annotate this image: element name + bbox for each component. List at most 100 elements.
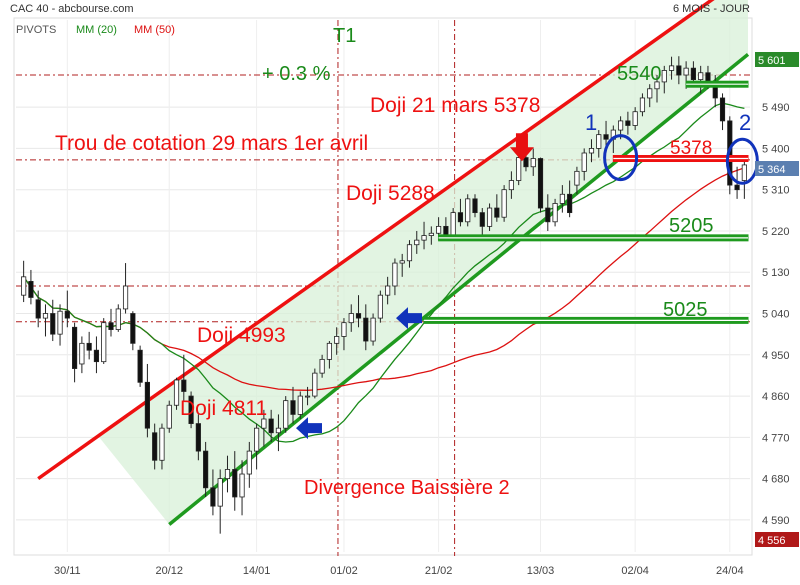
price-low-box xyxy=(755,532,799,547)
candle-body xyxy=(334,336,340,344)
candle-body xyxy=(93,349,100,363)
blue-arrow-doji-4993 xyxy=(396,307,422,330)
candle-body xyxy=(21,276,27,296)
candle-body xyxy=(195,423,201,452)
chart-title: CAC 40 - abcbourse.com xyxy=(10,3,134,15)
candle-body xyxy=(559,193,565,204)
candle-body xyxy=(406,244,413,262)
candle-body xyxy=(64,310,70,319)
candle-body xyxy=(101,322,107,363)
period-label: 6 MOIS - JOUR xyxy=(673,3,750,15)
y-tick-label: 5 310 xyxy=(762,185,790,197)
y-tick-label: 5 490 xyxy=(762,102,790,114)
candle-body xyxy=(86,342,92,351)
candle-body xyxy=(283,400,289,429)
price-last-box xyxy=(755,161,799,176)
candle-body xyxy=(166,404,172,429)
candle-body xyxy=(465,198,471,223)
candle-body xyxy=(676,65,682,76)
candle-body xyxy=(741,164,747,181)
candle-body xyxy=(552,203,558,223)
candle-body xyxy=(399,260,405,264)
candle-body xyxy=(363,317,369,342)
candle-body xyxy=(567,193,573,214)
price-high-box xyxy=(755,52,799,67)
y-tick-label: 5 220 xyxy=(762,226,790,238)
channel-lower-line xyxy=(168,52,750,526)
candle-body xyxy=(122,285,129,310)
x-tick-label: 14/01 xyxy=(243,565,271,577)
x-tick-label: 20/12 xyxy=(155,565,183,577)
legend-pivots: PIVOTS xyxy=(16,24,56,36)
candle-body xyxy=(130,313,136,344)
candle-body xyxy=(414,239,420,246)
candle-body xyxy=(668,65,675,71)
legend-mm20: MM (20) xyxy=(76,24,117,36)
x-tick-label: 01/02 xyxy=(330,565,358,577)
candle-body xyxy=(647,88,653,99)
y-tick-label: 5 040 xyxy=(762,309,790,321)
candle-body xyxy=(494,207,500,218)
candle-body xyxy=(35,299,41,319)
y-tick-label: 4 770 xyxy=(762,432,790,444)
candle-body xyxy=(530,158,536,168)
candle-body xyxy=(224,469,231,480)
x-tick-label: 24/04 xyxy=(716,565,744,577)
candle-body xyxy=(108,322,114,330)
candle-body xyxy=(232,469,238,498)
candle-body xyxy=(203,450,209,489)
candle-body xyxy=(144,381,150,429)
candle-body xyxy=(173,379,180,406)
candle-body xyxy=(377,294,383,319)
candle-body xyxy=(472,198,478,214)
candle-body xyxy=(319,358,325,374)
candle-body xyxy=(683,67,689,76)
candle-body xyxy=(574,170,580,186)
annotation-doji-5288: Doji 5288 xyxy=(346,182,435,205)
candle-body xyxy=(639,97,646,113)
channel-upper-line xyxy=(37,0,715,481)
candle-body xyxy=(188,395,194,424)
candle-body xyxy=(719,97,726,122)
candle-body xyxy=(246,450,252,475)
candle-body xyxy=(28,281,34,298)
label-5025: 5025 xyxy=(663,299,708,321)
candle-body xyxy=(508,180,514,191)
x-tick-label: 13/03 xyxy=(527,565,555,577)
candle-body xyxy=(326,342,332,360)
candle-body xyxy=(457,212,464,223)
candle-body xyxy=(486,207,493,227)
candle-body xyxy=(654,81,660,90)
price-high-label: 5 601 xyxy=(758,55,786,67)
candle-body xyxy=(159,427,165,461)
candle-body xyxy=(137,349,143,383)
candle-body xyxy=(523,157,529,168)
price-low-label: 4 556 xyxy=(758,535,786,547)
candle-body xyxy=(705,72,711,83)
y-tick-label: 5 400 xyxy=(762,143,790,155)
candle-body xyxy=(428,232,434,236)
annotation-divergence: Divergence Baissière 2 xyxy=(304,477,510,499)
candle-body xyxy=(734,184,740,191)
candle-body xyxy=(690,67,696,81)
candle-body xyxy=(290,400,296,415)
candle-body xyxy=(297,395,303,415)
candle-body xyxy=(516,157,522,181)
candle-body xyxy=(72,326,78,369)
ma20-line xyxy=(23,102,745,443)
candle-body xyxy=(261,418,267,429)
candle-body xyxy=(588,148,595,154)
candle-body xyxy=(436,225,442,234)
candle-body xyxy=(632,111,638,126)
annotation-pct: + 0.3 % xyxy=(262,63,331,85)
candle-body xyxy=(421,235,427,241)
candle-body xyxy=(268,418,274,434)
candle-body xyxy=(501,189,507,218)
candle-body xyxy=(210,487,216,507)
candle-body xyxy=(275,427,282,434)
annotation-doji-4811: Doji 4811 xyxy=(180,397,267,420)
candle-body xyxy=(42,313,49,319)
candle-body xyxy=(355,313,362,319)
